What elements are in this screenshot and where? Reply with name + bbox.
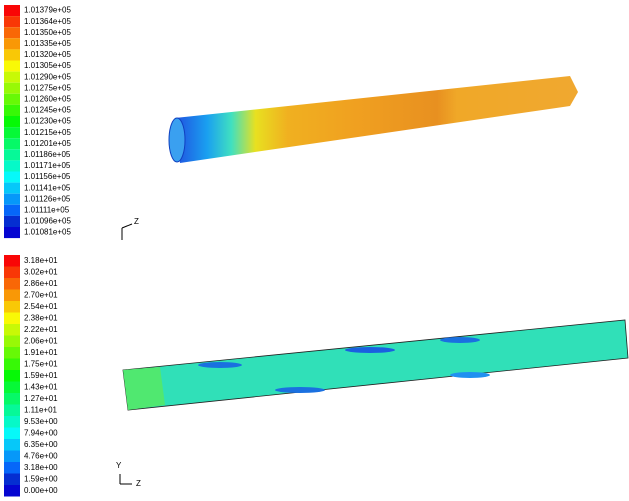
legend-label: 1.01335e+05 [24, 39, 71, 48]
legend-label: 1.91e+01 [24, 348, 58, 357]
legend-label: 1.01275e+05 [24, 83, 71, 92]
legend-swatch [4, 72, 20, 83]
legend-label: 1.75e+01 [24, 359, 58, 368]
legend-swatch [4, 428, 20, 440]
legend-label: 2.54e+01 [24, 302, 58, 311]
legend-label: 1.01215e+05 [24, 128, 71, 137]
legend-label: 1.01111e+05 [24, 205, 70, 214]
legend-label: 1.01141e+05 [24, 183, 71, 192]
legend-label: 1.43e+01 [24, 382, 58, 391]
legend-label: 1.59e+01 [24, 371, 58, 380]
legend-swatch [4, 485, 20, 497]
legend-swatch [4, 301, 20, 313]
legend-label: 2.70e+01 [24, 290, 58, 299]
legend-label: 1.01171e+05 [24, 161, 71, 170]
legend-swatch [4, 278, 20, 290]
legend-swatch [4, 474, 20, 486]
legend-swatch [4, 359, 20, 371]
legend-swatch [4, 347, 20, 359]
legend-swatch [4, 49, 20, 60]
legend-label: 1.01230e+05 [24, 117, 71, 126]
figure: Z Y Z 1.01379e+05 1.01364e+05 1.01350e+05 1… [0, 0, 629, 501]
legend-swatch [4, 451, 20, 463]
legend-label: 1.01350e+05 [24, 28, 71, 37]
legend-label: 1.01290e+05 [24, 72, 71, 81]
legend-swatch [4, 205, 20, 216]
legend-label: 1.01260e+05 [24, 94, 71, 103]
legend-swatch [4, 160, 20, 171]
legend-swatch [4, 172, 20, 183]
pipe-velocity [123, 320, 628, 410]
screenshot: Z Y Z 1.01379e+05 1.01364e+05 1.01350e+05 1… [0, 0, 629, 501]
legend-label: 4.76e+00 [24, 451, 58, 460]
legend-swatch [4, 149, 20, 160]
legend-swatch [4, 105, 20, 116]
legend-swatch [4, 370, 20, 382]
axis-label: Z [134, 217, 139, 226]
legend-swatch [4, 38, 20, 49]
legend-swatch [4, 267, 20, 279]
legend-label: 3.18e+00 [24, 463, 58, 472]
legend-label: 1.01156e+05 [24, 172, 71, 181]
legend-swatch [4, 5, 20, 16]
legend-label: 1.01126e+05 [24, 194, 71, 203]
legend-label: 3.02e+01 [24, 267, 58, 276]
legend-swatch [4, 94, 20, 105]
legend-label: 1.11e+01 [24, 405, 58, 414]
legend-swatch [4, 194, 20, 205]
legend-swatch [4, 216, 20, 227]
legend-swatch [4, 116, 20, 127]
legend-label: 2.86e+01 [24, 279, 58, 288]
legend-swatch [4, 290, 20, 302]
legend-swatch [4, 16, 20, 27]
legend-label: 1.01186e+05 [24, 150, 71, 159]
legend-label: 9.53e+00 [24, 417, 58, 426]
legend-swatch [4, 462, 20, 474]
legend-swatch [4, 382, 20, 394]
legend-swatch [4, 227, 20, 238]
pipe-pressure [169, 76, 578, 163]
legend-swatch [4, 255, 20, 267]
legend-swatch [4, 83, 20, 94]
legend-swatch [4, 416, 20, 428]
legend-swatch [4, 27, 20, 38]
legend-label: 1.59e+00 [24, 474, 58, 483]
legend-label: 2.06e+01 [24, 336, 58, 345]
legend-swatch [4, 127, 20, 138]
legend-swatch [4, 393, 20, 405]
legend-label: 1.01379e+05 [24, 6, 71, 15]
legend-label: 1.01096e+05 [24, 217, 71, 226]
legend-swatch [4, 324, 20, 336]
legend-swatch [4, 405, 20, 417]
legend-label: 3.18e+01 [24, 256, 58, 265]
axis-triad [122, 224, 132, 228]
legend-label: 7.94e+00 [24, 428, 58, 437]
legend-swatch [4, 61, 20, 72]
legend-label: 0.00e+00 [24, 486, 58, 495]
legend-label: 1.27e+01 [24, 394, 58, 403]
legend-label: 2.38e+01 [24, 313, 58, 322]
legend-label: 1.01081e+05 [24, 228, 71, 237]
legend-label: 1.01305e+05 [24, 61, 71, 70]
legend-label: 6.35e+00 [24, 440, 58, 449]
legend-label: 1.01320e+05 [24, 50, 71, 59]
axis-label: Z [136, 479, 141, 488]
legend-label: 1.01364e+05 [24, 17, 71, 26]
legend-swatch [4, 138, 20, 149]
legend-swatch [4, 183, 20, 194]
axis-label: Y [116, 461, 122, 470]
legend-swatch [4, 313, 20, 325]
legend-swatch [4, 439, 20, 451]
legend-swatch [4, 336, 20, 348]
legend-label: 1.01201e+05 [24, 139, 71, 148]
legend-label: 2.22e+01 [24, 325, 58, 334]
legend-label: 1.01245e+05 [24, 106, 71, 115]
